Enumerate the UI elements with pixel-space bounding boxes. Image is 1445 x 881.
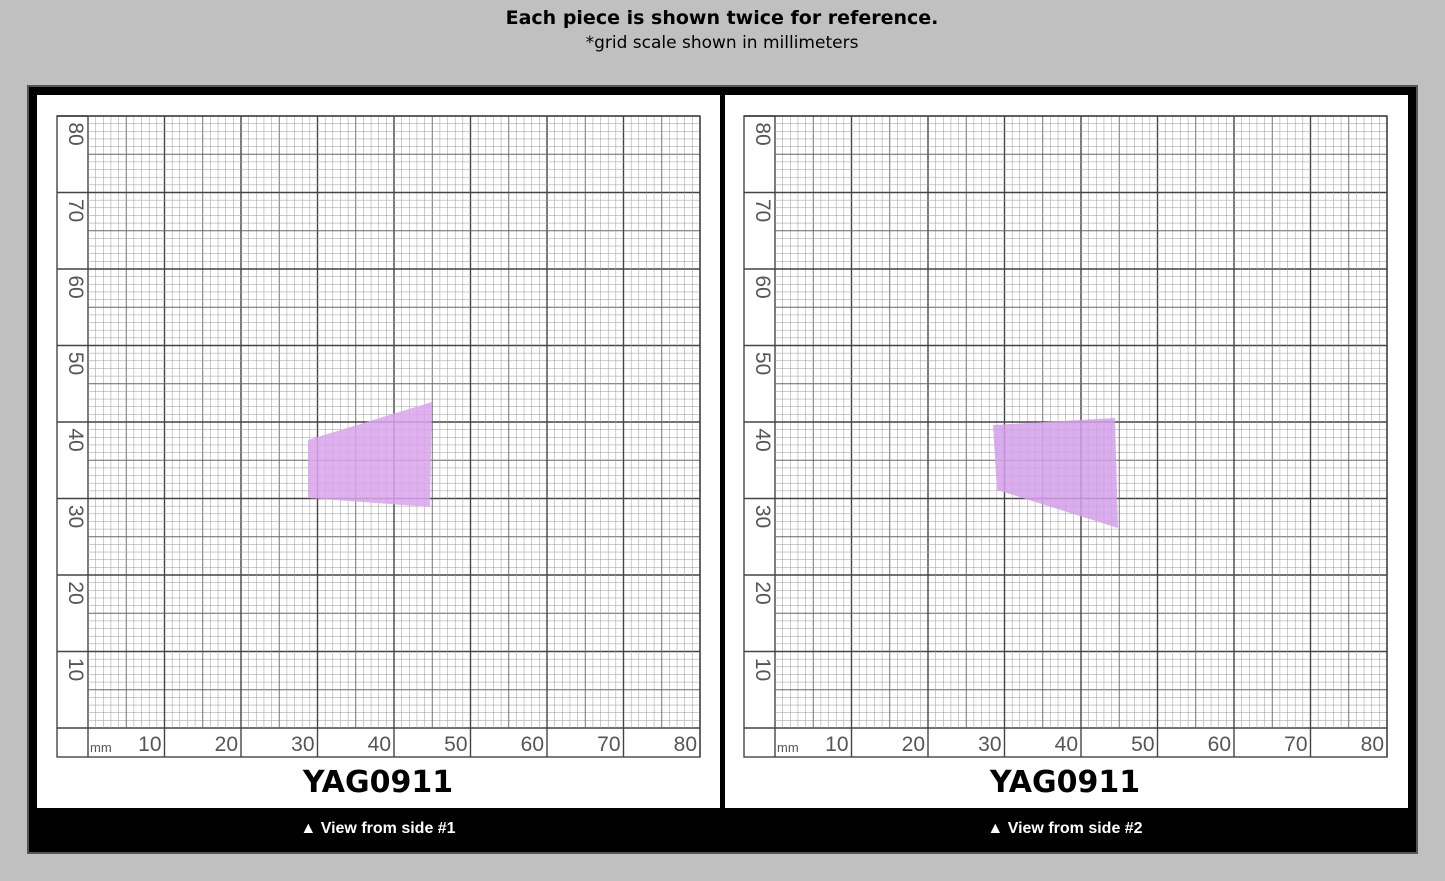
y-grid-label: 60 bbox=[751, 275, 774, 298]
y-grid-label: 10 bbox=[64, 658, 87, 681]
y-grid-label: 20 bbox=[751, 581, 774, 604]
grid-border bbox=[743, 115, 1388, 758]
x-grid-label: 40 bbox=[1055, 733, 1078, 756]
title: Each piece is shown twice for reference. bbox=[506, 7, 939, 29]
y-grid-label: 50 bbox=[751, 352, 774, 375]
grid-border bbox=[56, 115, 701, 758]
y-grid-label: 80 bbox=[751, 122, 774, 145]
x-grid-label: 50 bbox=[444, 733, 467, 756]
crystal bbox=[308, 402, 432, 507]
unit-label: mm bbox=[777, 740, 799, 755]
x-grid-label: 50 bbox=[1131, 733, 1154, 756]
x-grid-label: 60 bbox=[521, 733, 544, 756]
y-grid-label: 40 bbox=[64, 428, 87, 451]
view-caption: ▲ View from side #2 bbox=[987, 820, 1142, 837]
x-grid-label: 10 bbox=[138, 733, 161, 756]
y-grid-label: 20 bbox=[64, 581, 87, 604]
x-grid-label: 20 bbox=[215, 733, 238, 756]
y-grid-label: 70 bbox=[751, 199, 774, 222]
x-grid-label: 70 bbox=[597, 733, 620, 756]
y-grid-label: 60 bbox=[64, 275, 87, 298]
product-code: YAG0911 bbox=[302, 765, 453, 800]
y-grid-label: 30 bbox=[751, 505, 774, 528]
y-grid-label: 40 bbox=[751, 428, 774, 451]
x-grid-label: 20 bbox=[902, 733, 925, 756]
x-grid-label: 30 bbox=[291, 733, 314, 756]
product-code: YAG0911 bbox=[989, 765, 1140, 800]
x-grid-label: 30 bbox=[978, 733, 1001, 756]
view-caption: ▲ View from side #1 bbox=[300, 820, 455, 837]
crystal bbox=[993, 418, 1118, 528]
y-grid-label: 70 bbox=[64, 199, 87, 222]
x-grid-label: 80 bbox=[1361, 733, 1384, 756]
unit-label: mm bbox=[90, 740, 112, 755]
y-grid-label: 80 bbox=[64, 122, 87, 145]
y-grid-label: 30 bbox=[64, 505, 87, 528]
x-grid-label: 40 bbox=[368, 733, 391, 756]
y-grid-label: 50 bbox=[64, 352, 87, 375]
x-grid-label: 80 bbox=[674, 733, 697, 756]
y-grid-label: 10 bbox=[751, 658, 774, 681]
x-grid-label: 10 bbox=[825, 733, 848, 756]
x-grid-label: 70 bbox=[1284, 733, 1307, 756]
x-grid-label: 60 bbox=[1208, 733, 1231, 756]
subtitle: *grid scale shown in millimeters bbox=[586, 33, 859, 53]
